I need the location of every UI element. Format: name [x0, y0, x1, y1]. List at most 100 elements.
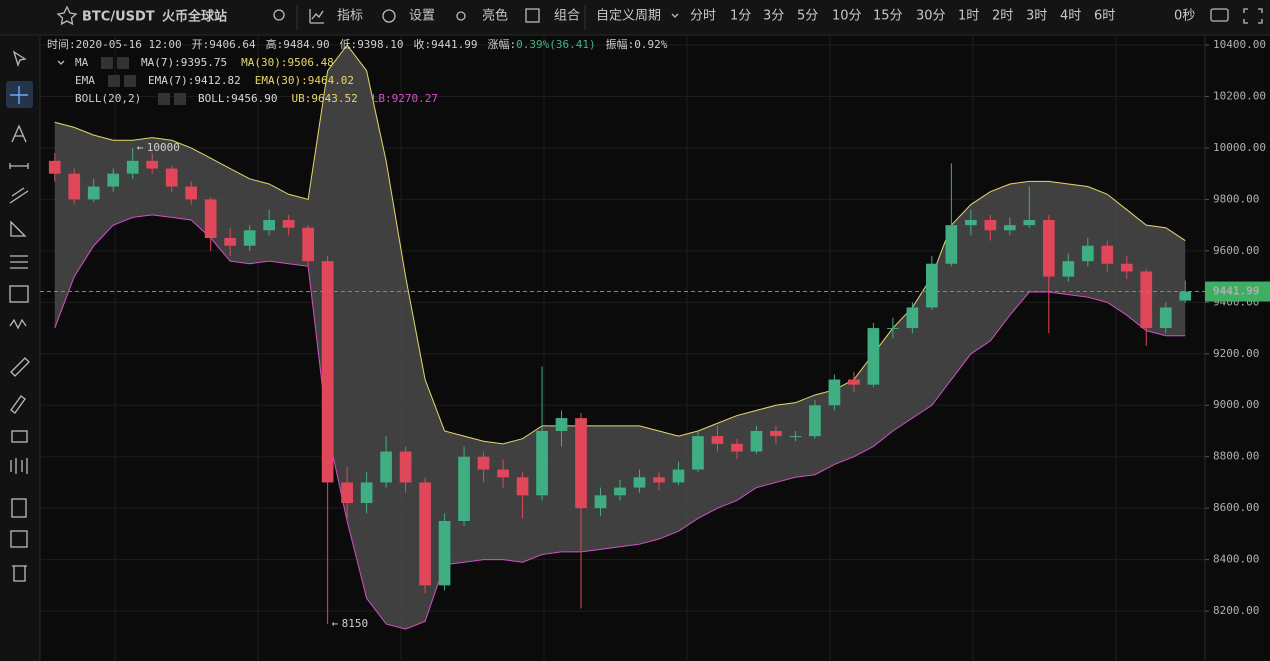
candle-body [48, 160, 61, 174]
candle-body [438, 521, 451, 586]
info-label: 开: [192, 38, 210, 51]
info-label: 时间: [47, 38, 76, 51]
lock-tool[interactable] [11, 430, 28, 443]
dropdown-icon [671, 13, 679, 18]
candle-body [633, 477, 646, 488]
candle-body [594, 495, 607, 509]
edit-tool[interactable] [10, 530, 28, 548]
candle-body [1003, 225, 1016, 231]
candles-tool[interactable] [10, 458, 28, 474]
triangle-tool[interactable] [10, 220, 27, 237]
candle-body [614, 487, 626, 496]
period[interactable]: 1时 [958, 9, 979, 24]
candle-body [321, 261, 334, 483]
candle-body [555, 418, 568, 431]
y-tick-label: 10400.00 [1213, 38, 1266, 51]
period[interactable]: 1分 [730, 9, 751, 24]
menu-item[interactable]: 指标 [337, 9, 363, 24]
arrow: ← [137, 141, 144, 154]
delete-tool[interactable] [12, 565, 27, 582]
text-tool[interactable] [11, 124, 27, 143]
indicator-settings[interactable] [101, 57, 113, 69]
candle-body [516, 477, 529, 496]
indicator-icon [309, 9, 324, 24]
candle-body [419, 482, 431, 586]
candle-body [770, 430, 782, 437]
indicator-settings[interactable] [158, 93, 170, 105]
symbol[interactable]: BTC/USDT [82, 10, 155, 25]
channel-tool[interactable] [9, 187, 29, 204]
high-marker: 10000 [147, 141, 180, 154]
period[interactable]: 分时 [690, 9, 716, 24]
candle-body [575, 418, 587, 509]
candle-body [146, 160, 159, 169]
indicator-close[interactable] [117, 57, 129, 69]
candle-body [497, 469, 509, 478]
info-value: 9398.10 [357, 38, 403, 51]
indicator-name: MA [75, 56, 89, 69]
info-label: 收: [414, 37, 432, 51]
info-label: 涨幅: [488, 38, 517, 51]
indicator-value: LB:9270.27 [372, 92, 438, 105]
info-value: 9406.64 [209, 38, 256, 51]
collapse-icon [57, 60, 65, 65]
indicator-close[interactable] [124, 75, 136, 87]
menu-item[interactable]: 设置 [409, 9, 435, 24]
indicator-value: EMA(30):9464.02 [255, 74, 354, 87]
menu-item[interactable]: 自定义周期 [596, 9, 661, 24]
indicator-close[interactable] [174, 93, 186, 105]
candle-body [107, 173, 120, 187]
y-tick-label: 9600.00 [1213, 244, 1259, 257]
rect-tool[interactable] [9, 285, 29, 303]
candle-body [185, 186, 198, 200]
fib-tool[interactable] [10, 255, 28, 269]
candle-body [692, 436, 704, 470]
candle-body [477, 456, 490, 470]
period[interactable]: 30分 [916, 9, 946, 24]
candle-body [1042, 219, 1055, 277]
search-icon[interactable] [273, 9, 285, 21]
fullscreen-icon[interactable] [1243, 8, 1263, 24]
brush-tool[interactable] [10, 395, 26, 414]
line-tool[interactable] [9, 163, 29, 169]
menu-item[interactable]: 组合 [554, 9, 580, 24]
period[interactable]: 2时 [992, 9, 1013, 24]
ruler-tool[interactable] [10, 357, 30, 377]
band-fill [54, 45, 1186, 630]
candle-body [653, 477, 665, 483]
period[interactable]: 4时 [1060, 9, 1081, 24]
indicator-settings[interactable] [108, 75, 120, 87]
period[interactable]: 10分 [832, 9, 862, 24]
period[interactable]: 5分 [797, 9, 818, 24]
candle-body [1062, 261, 1075, 277]
candle-body [906, 307, 919, 329]
period[interactable]: 3分 [763, 9, 784, 24]
candle-body [458, 456, 470, 522]
theme-icon [456, 11, 466, 21]
info-label: 低: [340, 38, 358, 51]
drawing-tools [6, 50, 33, 582]
camera-icon[interactable] [1210, 8, 1229, 22]
candle-body [243, 230, 256, 246]
period[interactable]: 15分 [873, 9, 903, 24]
candle-body [672, 469, 685, 483]
bookmark-tool[interactable] [11, 498, 27, 518]
crosshair-tool[interactable] [10, 86, 28, 104]
candle-body [1159, 307, 1172, 329]
y-tick-label: 8800.00 [1213, 450, 1259, 463]
cursor-tool[interactable] [12, 50, 27, 67]
period[interactable]: 6时 [1094, 9, 1115, 24]
ohlc-info: 时间:2020-05-16 12:00 开:9406.64 高:9484.90 低:9… [47, 37, 668, 51]
info-value: 9484.90 [283, 38, 329, 51]
indicator-value: MA(30):9506.48 [241, 56, 334, 69]
candle-body [867, 328, 880, 385]
indicator-value: UB:9643.52 [291, 92, 357, 105]
candle-body [536, 430, 548, 496]
candle-body [750, 430, 763, 452]
menu-item[interactable]: 亮色 [482, 8, 508, 24]
toolbar [0, 0, 1270, 35]
favorite-icon[interactable] [56, 5, 78, 26]
wave-tool[interactable] [9, 318, 27, 330]
period[interactable]: 3时 [1026, 9, 1047, 24]
